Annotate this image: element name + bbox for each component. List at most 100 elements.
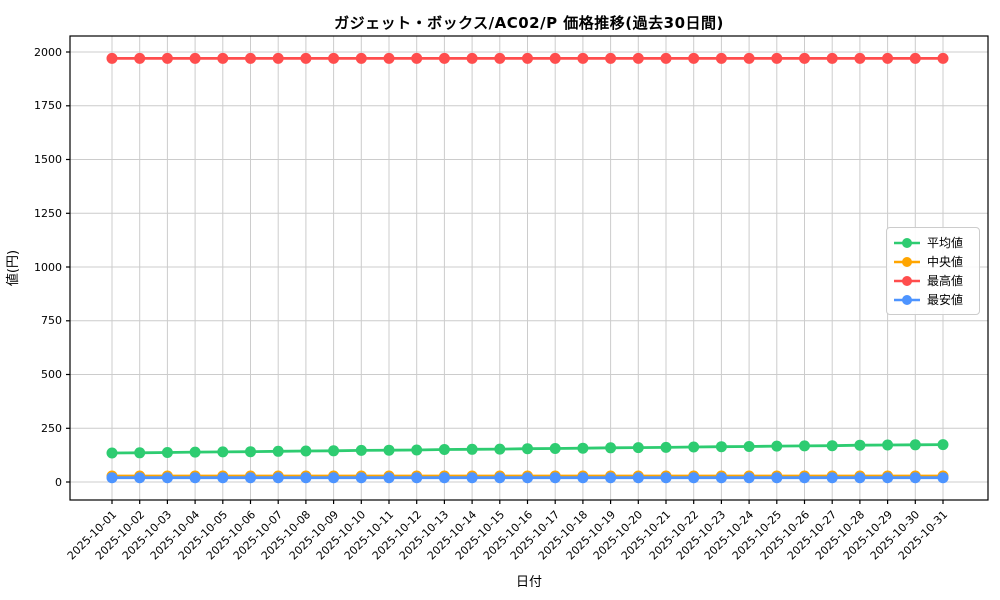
data-point xyxy=(549,472,561,484)
data-point xyxy=(826,52,838,64)
data-point xyxy=(577,472,589,484)
data-point xyxy=(688,472,700,484)
data-point xyxy=(161,52,173,64)
data-point xyxy=(189,52,201,64)
data-point xyxy=(826,440,838,452)
data-point xyxy=(189,472,201,484)
data-point xyxy=(217,52,229,64)
data-point xyxy=(328,445,340,457)
legend-item-最高値: 最高値 xyxy=(894,271,972,290)
data-point xyxy=(799,52,810,64)
data-point xyxy=(743,472,755,484)
data-point xyxy=(937,472,949,484)
data-point xyxy=(715,52,727,64)
data-point xyxy=(743,441,755,452)
data-point xyxy=(799,440,810,452)
data-point xyxy=(909,472,921,484)
legend-marker-icon xyxy=(894,237,920,248)
data-point xyxy=(106,472,118,484)
legend-label: 最高値 xyxy=(927,274,964,288)
data-point xyxy=(771,440,783,452)
data-point xyxy=(134,52,146,64)
data-point xyxy=(522,52,533,64)
data-point xyxy=(383,444,395,456)
data-point xyxy=(605,442,617,454)
data-point xyxy=(438,472,450,484)
data-point xyxy=(799,472,810,484)
data-point xyxy=(328,472,340,484)
data-point xyxy=(134,447,146,459)
series-最安値 xyxy=(106,472,949,484)
data-point xyxy=(522,472,533,484)
data-point xyxy=(494,52,506,64)
data-point xyxy=(300,52,312,64)
data-point xyxy=(605,472,617,484)
data-point xyxy=(660,472,672,484)
data-point xyxy=(411,444,423,456)
tick-marks xyxy=(66,51,944,504)
data-point xyxy=(383,472,395,484)
data-point xyxy=(688,441,700,453)
data-point xyxy=(161,472,173,484)
data-point xyxy=(411,52,423,64)
series-平均値 xyxy=(106,439,949,459)
data-point xyxy=(328,52,340,64)
legend-label: 中央値 xyxy=(927,255,964,269)
data-point xyxy=(715,441,727,453)
data-point xyxy=(854,439,866,451)
data-point xyxy=(411,472,423,484)
data-point xyxy=(549,52,561,64)
data-point xyxy=(300,445,312,457)
legend-label: 平均値 xyxy=(927,236,964,250)
data-point xyxy=(217,446,229,458)
data-point xyxy=(272,445,284,457)
y-tick-label: 250 xyxy=(41,421,62,435)
data-point xyxy=(632,442,644,454)
data-point xyxy=(882,472,894,484)
data-point xyxy=(937,52,949,64)
legend-marker-icon xyxy=(894,275,920,286)
data-point xyxy=(106,447,118,459)
data-point xyxy=(605,52,617,64)
data-point xyxy=(245,446,256,458)
data-point xyxy=(161,447,173,458)
data-point xyxy=(494,472,506,484)
legend-label: 最安値 xyxy=(927,293,964,307)
data-point xyxy=(909,52,921,64)
data-point xyxy=(549,443,561,454)
legend-item-中央値: 中央値 xyxy=(894,252,972,271)
data-point xyxy=(300,472,312,484)
data-point xyxy=(882,439,894,451)
data-point xyxy=(522,443,533,455)
data-point xyxy=(882,52,894,64)
series-最高値 xyxy=(106,52,949,64)
legend: 平均値中央値最高値最安値 xyxy=(886,227,980,315)
data-point xyxy=(189,446,201,458)
data-point xyxy=(272,472,284,484)
legend-item-最安値: 最安値 xyxy=(894,290,972,309)
data-point xyxy=(106,52,118,64)
legend-marker-icon xyxy=(894,294,920,305)
data-point xyxy=(217,472,229,484)
data-point xyxy=(715,472,727,484)
x-axis-label: 日付 xyxy=(515,575,542,590)
data-point xyxy=(355,444,367,456)
data-point xyxy=(494,443,506,455)
legend-marker-icon xyxy=(894,256,920,267)
y-tick-label: 1500 xyxy=(34,153,62,166)
y-tick-label: 2000 xyxy=(34,45,62,59)
y-tick-label: 750 xyxy=(41,314,62,328)
y-tick-label: 1000 xyxy=(34,260,62,274)
gridlines xyxy=(70,36,988,500)
data-point xyxy=(466,472,478,484)
plot-border xyxy=(69,35,989,501)
data-point xyxy=(355,472,367,484)
y-tick-label: 1250 xyxy=(34,206,62,220)
data-point xyxy=(909,439,921,451)
data-point xyxy=(688,52,700,64)
chart-title: ガジェット・ボックス/AC02/P 価格推移(過去30日間) xyxy=(334,14,724,32)
data-point xyxy=(438,52,450,64)
data-point xyxy=(632,472,644,484)
